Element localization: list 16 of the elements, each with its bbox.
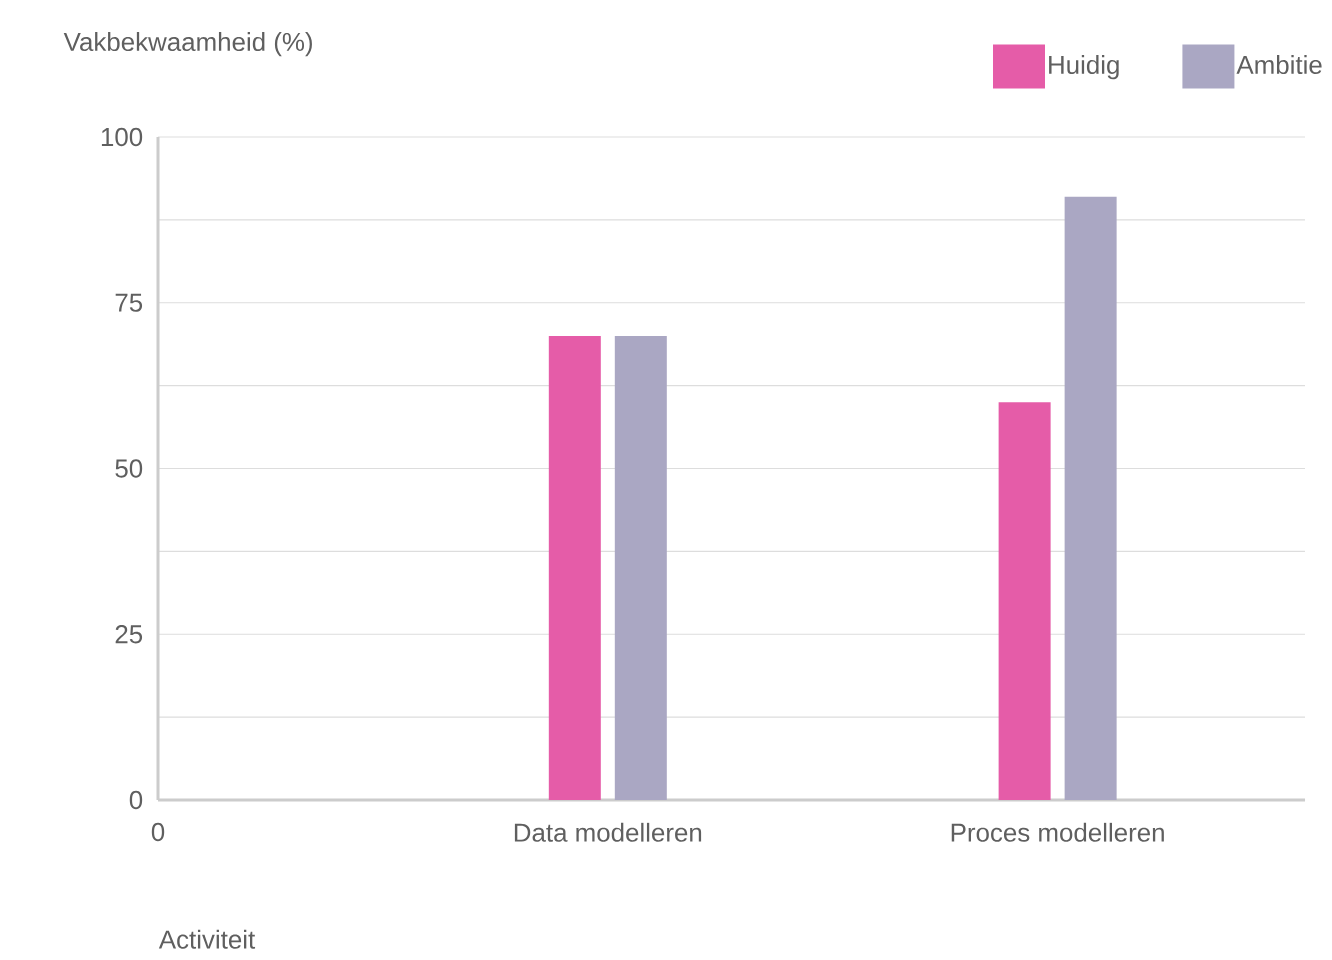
- legend-label: Huidig: [1049, 55, 1119, 80]
- y-axis-title: Vakbekwaamheid (%): [63, 32, 312, 57]
- bar: [1064, 196, 1117, 800]
- bar: [548, 335, 601, 800]
- y-tick-label: 100: [101, 127, 143, 147]
- x-tick-label: Proces modelleren: [951, 822, 1164, 842]
- bar: [998, 402, 1051, 800]
- y-tick-label: 0: [129, 790, 143, 810]
- x-tick-label: 0: [151, 822, 165, 842]
- bar: [614, 335, 667, 800]
- legend-label: Ambitie: [1236, 55, 1322, 75]
- y-tick-label: 25: [115, 625, 143, 644]
- x-axis-title: Activiteit: [158, 929, 256, 949]
- y-tick-label: 50: [115, 459, 143, 478]
- x-tick-label: Data modelleren: [514, 822, 702, 842]
- y-tick-label: 75: [115, 293, 143, 312]
